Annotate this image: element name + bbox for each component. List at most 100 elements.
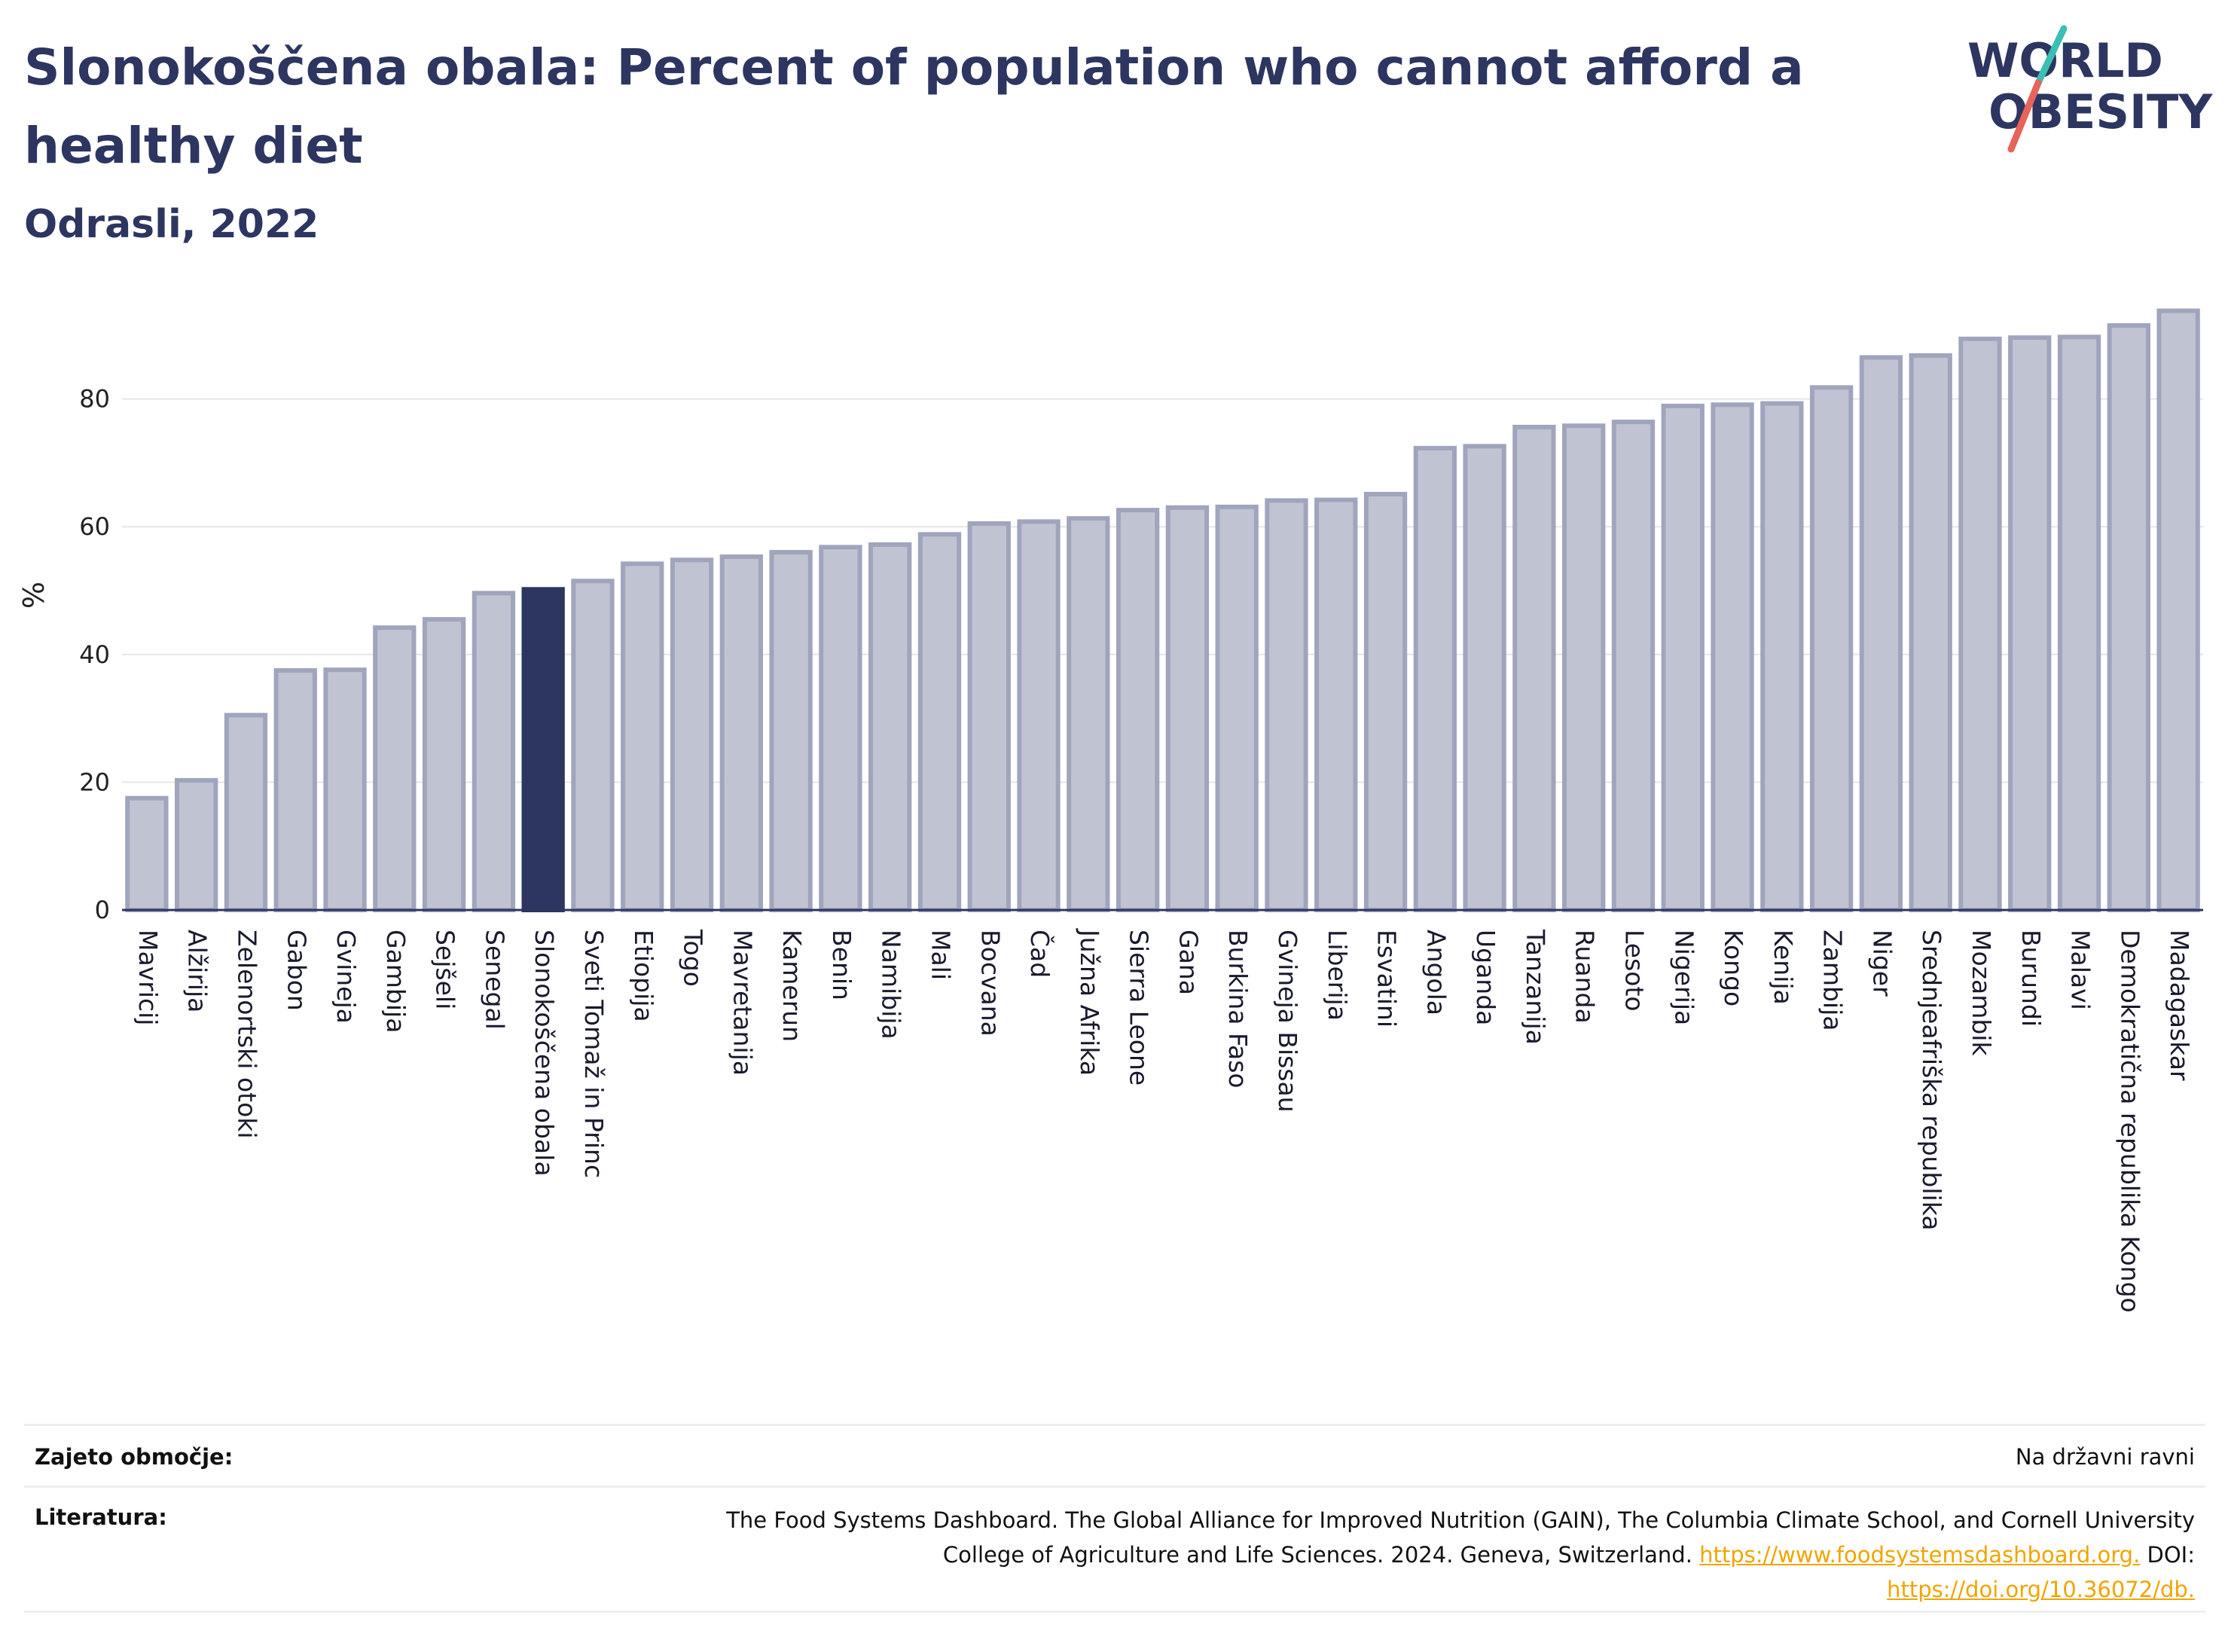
bar-ruanda[interactable] bbox=[1562, 423, 1606, 912]
coverage-label: Zajeto območje: bbox=[35, 1444, 233, 1470]
reference-doi-label: DOI: bbox=[2140, 1542, 2196, 1568]
bar-esvatini[interactable] bbox=[1363, 491, 1408, 912]
bar-sveti-tomaž-in-princ[interactable] bbox=[571, 579, 615, 913]
coverage-value: Na državni ravni bbox=[2015, 1444, 2195, 1470]
bar-uganda[interactable] bbox=[1463, 444, 1506, 912]
x-tick-label: Namibija bbox=[877, 930, 906, 1040]
x-axis-labels: Mavricij Alžirija Zelenortski otoki Gabon Gv… bbox=[133, 928, 2194, 1313]
reference-label: Literatura: bbox=[35, 1504, 167, 1530]
bar-gvineja[interactable] bbox=[323, 667, 367, 912]
x-tick-label: Nigerija bbox=[1669, 930, 1698, 1025]
x-tick-label: Togo bbox=[679, 929, 708, 987]
x-tick-label: Čad bbox=[1025, 930, 1055, 978]
x-tick-label: Ruanda bbox=[1570, 930, 1600, 1024]
reference-line-2: College of Agriculture and Life Sciences… bbox=[538, 1537, 2195, 1572]
bar-srednjeafriška-republika[interactable] bbox=[1909, 353, 1952, 913]
bar-alžirija[interactable] bbox=[175, 777, 218, 912]
reference-line-3: https://doi.org/10.36072/db. bbox=[538, 1572, 2195, 1607]
bar-gambija[interactable] bbox=[373, 625, 417, 913]
bar-zambija[interactable] bbox=[1809, 385, 1854, 912]
bar-togo[interactable] bbox=[670, 557, 714, 913]
x-tick-label: Uganda bbox=[1471, 930, 1500, 1025]
reference-text: The Food Systems Dashboard. The Global A… bbox=[538, 1503, 2195, 1607]
x-tick-label: Demokratična republika Kongo bbox=[2115, 930, 2144, 1313]
bar-bocvana[interactable] bbox=[967, 521, 1011, 912]
doi-link[interactable]: https://doi.org/10.36072/db. bbox=[1887, 1577, 2195, 1602]
x-tick-label: Zambija bbox=[1818, 930, 1848, 1031]
bar-gana[interactable] bbox=[1165, 505, 1210, 912]
bar-mozambik[interactable] bbox=[1958, 336, 2002, 912]
reference-row: Literatura: The Food Systems Dashboard. … bbox=[24, 1486, 2205, 1613]
x-tick-label: Kongo bbox=[1719, 930, 1748, 1006]
x-tick-label: Malavi bbox=[2066, 930, 2095, 1010]
bar-mavretanija[interactable] bbox=[719, 554, 763, 913]
bar-zelenortski-otoki[interactable] bbox=[224, 713, 268, 912]
chart-title: Slonokoščena obala: Percent of populatio… bbox=[24, 38, 1804, 175]
bar-kenija[interactable] bbox=[1760, 401, 1804, 912]
coverage-row: Zajeto območje: Na državni ravni bbox=[24, 1424, 2205, 1488]
bar-liberija[interactable] bbox=[1314, 497, 1358, 912]
bar-tanzanija[interactable] bbox=[1512, 424, 1556, 912]
x-tick-label: Kamerun bbox=[777, 930, 807, 1042]
x-tick-label: Zelenortski otoki bbox=[232, 930, 261, 1139]
x-tick-label: Mali bbox=[926, 930, 955, 980]
bar-gvineja-bissau[interactable] bbox=[1265, 498, 1308, 912]
x-tick-label: Mozambik bbox=[1967, 930, 1996, 1056]
y-tick-label: 20 bbox=[79, 768, 110, 796]
dashboard-link[interactable]: https://www.foodsystemsdashboard.org. bbox=[1699, 1542, 2141, 1568]
x-tick-label: Esvatini bbox=[1372, 930, 1402, 1028]
x-tick-label: Burundi bbox=[2016, 930, 2046, 1027]
bar-niger[interactable] bbox=[1859, 355, 1903, 913]
bar-benin[interactable] bbox=[819, 545, 862, 912]
bar-sejšeli[interactable] bbox=[422, 617, 466, 912]
x-tick-label: Slonokoščena obala bbox=[530, 930, 559, 1177]
x-tick-label: Lesoto bbox=[1619, 930, 1649, 1012]
bars bbox=[125, 308, 2200, 913]
x-tick-label: Južna Afrika bbox=[1075, 928, 1104, 1076]
bar-južna-afrika[interactable] bbox=[1067, 516, 1110, 912]
bar-mavricij[interactable] bbox=[125, 795, 169, 912]
bar-etiopija[interactable] bbox=[621, 561, 664, 912]
bar-madagaskar[interactable] bbox=[2156, 308, 2200, 912]
x-tick-label: Etiopija bbox=[629, 930, 658, 1022]
logo-slash-teal bbox=[2034, 25, 2068, 87]
world-obesity-logo: WORLD OBESITY bbox=[1967, 25, 2213, 153]
bar-namibija[interactable] bbox=[868, 542, 912, 912]
x-tick-label: Gvineja bbox=[331, 930, 361, 1024]
bar-senegal[interactable] bbox=[472, 591, 516, 913]
bar-sierra-leone[interactable] bbox=[1116, 508, 1160, 912]
bar-čad[interactable] bbox=[1017, 519, 1061, 912]
x-tick-label: Senegal bbox=[480, 930, 509, 1030]
logo-slash-red bbox=[2007, 79, 2042, 153]
bar-kamerun[interactable] bbox=[769, 550, 813, 912]
x-tick-label: Niger bbox=[1867, 930, 1897, 997]
bar-demokratična-republika-kongo[interactable] bbox=[2107, 323, 2150, 912]
bar-chart: 0 20 40 60 80 Mavricij Alžirija Zelenortski ot… bbox=[17, 308, 2203, 1313]
x-tick-label: Gambija bbox=[381, 930, 411, 1033]
x-tick-label: Kenija bbox=[1769, 930, 1798, 1005]
bar-mali[interactable] bbox=[917, 532, 962, 912]
bar-lesoto[interactable] bbox=[1611, 420, 1656, 912]
x-tick-label: Gana bbox=[1174, 930, 1203, 995]
bar-burundi[interactable] bbox=[2008, 335, 2052, 912]
x-tick-label: Sejšeli bbox=[431, 930, 460, 1009]
x-tick-label: Alžirija bbox=[183, 930, 212, 1012]
bar-kongo[interactable] bbox=[1711, 402, 1754, 912]
x-tick-label: Bocvana bbox=[975, 930, 1005, 1037]
x-tick-label: Mavretanija bbox=[728, 930, 757, 1076]
y-tick-label: 80 bbox=[79, 385, 110, 414]
chart-subtitle: Odrasli, 2022 bbox=[24, 202, 319, 247]
x-tick-label: Angola bbox=[1421, 930, 1451, 1015]
bar-angola[interactable] bbox=[1413, 445, 1457, 912]
y-tick-label: 40 bbox=[79, 640, 110, 669]
bar-gabon[interactable] bbox=[273, 668, 317, 912]
x-tick-label: Madagaskar bbox=[2165, 930, 2194, 1081]
x-tick-label: Sveti Tomaž in Princ bbox=[579, 930, 609, 1178]
bar-nigerija[interactable] bbox=[1661, 403, 1705, 912]
bar-slonokoščena-obala[interactable] bbox=[521, 587, 565, 913]
reference-line-1: The Food Systems Dashboard. The Global A… bbox=[726, 1507, 2195, 1533]
y-tick-label: 0 bbox=[95, 896, 110, 924]
bar-burkina-faso[interactable] bbox=[1215, 504, 1259, 912]
y-axis-title: % bbox=[17, 582, 50, 609]
bar-malavi[interactable] bbox=[2057, 334, 2101, 912]
